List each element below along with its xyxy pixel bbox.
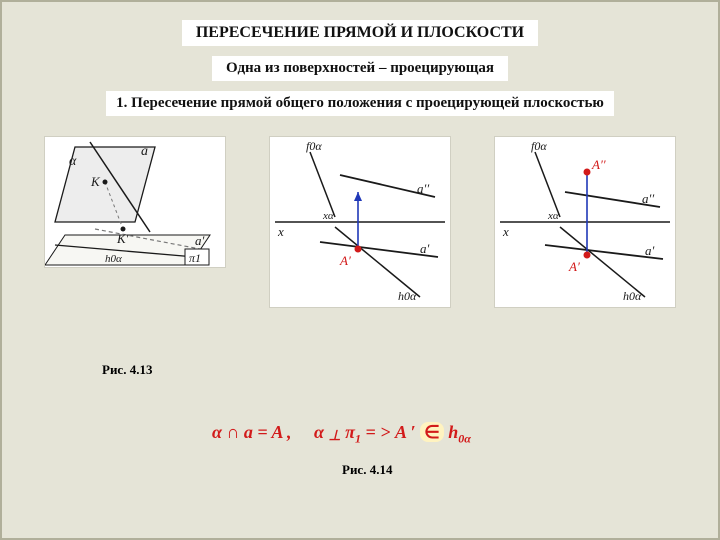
svg-text:xα: xα [547,210,559,222]
svg-text:f0α: f0α [531,139,547,153]
diagram-row: α a K K′ a′ h0α π1 x f0α xα a′′ h0α a′ A′ x f0α xα a′′ h… [2,136,718,308]
svg-text:K′: K′ [116,231,129,246]
formula-part4: h [448,422,458,442]
orthographic-panel-b: x f0α xα a′′ h0α a′ A′ A′′ [494,136,676,308]
subtitle-band: Одна из поверхностей – проецирующая [212,56,508,81]
svg-text:A′: A′ [568,259,580,274]
svg-text:a′: a′ [645,243,655,258]
svg-text:x: x [502,224,509,239]
perp-symbol: ⊥ [328,429,340,444]
in-symbol: ∈ [420,422,444,442]
svg-text:a′: a′ [195,233,205,248]
svg-text:h0α: h0α [623,289,642,303]
svg-text:A′′: A′′ [591,157,606,172]
header-area: ПЕРЕСЕЧЕНИЕ ПРЯМОЙ И ПЛОСКОСТИ Одна из п… [2,20,718,116]
svg-text:K: K [90,174,101,189]
orthographic-panel-a: x f0α xα a′′ h0α a′ A′ [269,136,451,308]
svg-text:h0α: h0α [105,253,122,265]
formula-pi: π [341,422,355,442]
formula-part3: = > A ′ [366,422,416,442]
svg-text:x: x [277,224,284,239]
svg-text:xα: xα [322,210,334,222]
formula-h-sub: 0α [458,432,471,446]
svg-text:h0α: h0α [398,289,417,303]
svg-text:a′: a′ [420,241,430,256]
svg-text:a: a [141,144,148,159]
formula-part2: α [314,422,328,442]
caption-4-14: Рис. 4.14 [342,462,392,478]
svg-text:f0α: f0α [306,139,322,153]
svg-text:A′: A′ [339,253,351,268]
heading-band: 1. Пересечение прямой общего положения с… [106,91,614,116]
caption-4-13: Рис. 4.13 [102,362,152,378]
slide: ПЕРЕСЕЧЕНИЕ ПРЯМОЙ И ПЛОСКОСТИ Одна из п… [0,0,720,540]
svg-text:α: α [69,154,77,169]
svg-text:a′′: a′′ [417,181,429,196]
title-band: ПЕРЕСЕЧЕНИЕ ПРЯМОЙ И ПЛОСКОСТИ [182,20,538,46]
figure-4-13: α a K K′ a′ h0α π1 [44,136,226,268]
formula-pi-sub: 1 [355,432,361,446]
formula: α ∩ a = A , α ⊥ π1 = > A ′ ∈ h0α [212,422,471,447]
svg-text:a′′: a′′ [642,191,654,206]
formula-part1: α ∩ a = A , [212,422,292,442]
svg-text:π1: π1 [189,251,201,265]
